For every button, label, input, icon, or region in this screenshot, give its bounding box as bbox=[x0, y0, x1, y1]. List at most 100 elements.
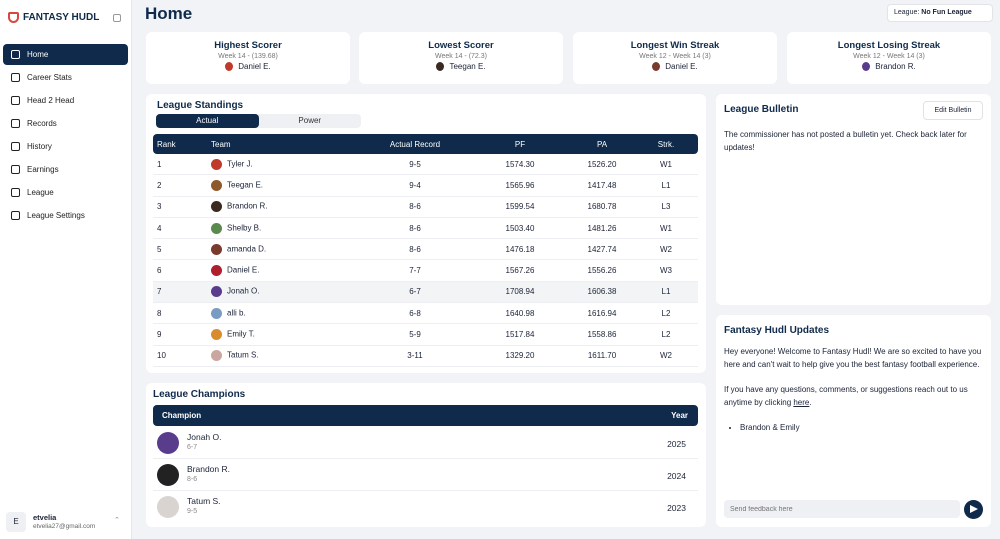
team-name: amanda D. bbox=[227, 244, 267, 254]
nav-icon bbox=[11, 50, 20, 59]
column-header: Team bbox=[211, 139, 231, 149]
league-label: League: bbox=[894, 9, 920, 16]
cell: 1556.26 bbox=[587, 266, 617, 276]
stat-subtitle: Week 14 - (139.68) bbox=[218, 53, 278, 60]
nav-item[interactable]: Career Stats bbox=[3, 67, 128, 88]
nav-item[interactable]: Earnings bbox=[3, 159, 128, 180]
league-select[interactable]: League: No Fun League bbox=[887, 4, 993, 22]
team-avatar bbox=[211, 286, 222, 298]
stat-player: Teegan E. bbox=[359, 62, 563, 72]
champion-name: Brandon R. bbox=[187, 464, 230, 474]
stat-card: Longest Win Streak Week 12 - Week 14 (3) D… bbox=[573, 32, 777, 84]
cell: W1 bbox=[660, 159, 672, 169]
cell: 9-4 bbox=[409, 180, 421, 190]
table-row[interactable]: 5 amanda D. 8-6 1476.18 1427.74 W2 bbox=[153, 239, 698, 261]
champion-year: 2024 bbox=[667, 471, 686, 481]
contact-link[interactable]: here bbox=[793, 398, 810, 408]
cell: L1 bbox=[661, 287, 671, 297]
feedback-input[interactable] bbox=[724, 500, 960, 518]
table-row[interactable]: 1 Tyler J. 9-5 1574.30 1526.20 W1 bbox=[153, 154, 698, 176]
bulletin-title: League Bulletin bbox=[724, 104, 799, 115]
cell: 8-6 bbox=[409, 202, 421, 212]
tab[interactable]: Power bbox=[298, 116, 322, 125]
team-name: Tyler J. bbox=[227, 159, 253, 169]
nav-item[interactable]: League Settings bbox=[3, 205, 128, 226]
team-cell: Jonah O. bbox=[211, 286, 360, 298]
table-row[interactable]: 2 Teegan E. 9-4 1565.96 1417.48 L1 bbox=[153, 175, 698, 197]
team-name: Daniel E. bbox=[227, 265, 260, 275]
team-cell: Teegan E. bbox=[211, 179, 360, 191]
updates-body: Hey everyone! Welcome to Fantasy Hudl! W… bbox=[724, 346, 984, 435]
table-row[interactable]: 7 Jonah O. 6-7 1708.94 1606.38 L1 bbox=[153, 281, 698, 304]
cell: 1708.94 bbox=[505, 287, 535, 297]
champions-title: League Champions bbox=[153, 389, 246, 400]
column-header: PF bbox=[514, 139, 526, 149]
cell: W1 bbox=[660, 223, 672, 233]
cell: 8-6 bbox=[409, 244, 421, 254]
team-cell: alli b. bbox=[211, 307, 360, 319]
column-header: PA bbox=[596, 139, 608, 149]
team-name: Emily T. bbox=[227, 329, 255, 339]
collapse-button[interactable] bbox=[113, 14, 121, 22]
player-name: Teegan E. bbox=[449, 62, 486, 71]
champion-avatar bbox=[157, 432, 179, 454]
cell: 1503.40 bbox=[505, 223, 535, 233]
cell: 5-9 bbox=[409, 330, 421, 340]
updates-card: Fantasy Hudl Updates Hey everyone! Welcom… bbox=[716, 315, 991, 527]
column-header: Rank bbox=[157, 139, 176, 149]
nav-item[interactable]: Records bbox=[3, 113, 128, 134]
nav-label: League Settings bbox=[27, 211, 85, 220]
team-avatar bbox=[211, 158, 222, 170]
nav-label: Head 2 Head bbox=[27, 96, 75, 105]
paragraph-end: . bbox=[809, 398, 812, 408]
paragraph-text: If you have any questions, comments, or … bbox=[724, 385, 968, 408]
table-row[interactable]: 9 Emily T. 5-9 1517.84 1558.86 L2 bbox=[153, 324, 698, 346]
team-avatar bbox=[211, 329, 222, 341]
cell: W2 bbox=[660, 351, 672, 361]
send-button[interactable] bbox=[964, 500, 983, 519]
cell: 1427.74 bbox=[587, 244, 617, 254]
cell: 1599.54 bbox=[505, 202, 535, 212]
table-row[interactable]: 4 Shelby B. 8-6 1503.40 1481.26 W1 bbox=[153, 218, 698, 240]
nav-item[interactable]: Home bbox=[3, 44, 128, 65]
champion-record: 9-5 bbox=[187, 508, 198, 515]
player-avatar bbox=[652, 62, 661, 72]
team-avatar bbox=[211, 265, 222, 277]
team-cell: amanda D. bbox=[211, 243, 360, 255]
edit-bulletin-button[interactable]: Edit Bulletin bbox=[923, 101, 983, 120]
team-avatar bbox=[211, 350, 222, 362]
team-avatar bbox=[211, 307, 222, 319]
nav-label: Career Stats bbox=[27, 73, 72, 82]
team-avatar bbox=[211, 201, 222, 213]
table-row[interactable]: 10 Tatum S. 3-11 1329.20 1611.70 W2 bbox=[153, 346, 698, 367]
send-icon bbox=[970, 505, 978, 513]
standings-card: League Standings Actual Power Rank Team Actua… bbox=[146, 94, 706, 373]
nav-item[interactable]: Head 2 Head bbox=[3, 90, 128, 111]
nav-item[interactable]: League bbox=[3, 182, 128, 203]
cell: 1574.30 bbox=[505, 159, 535, 169]
cell: 1606.38 bbox=[587, 287, 617, 297]
table-row[interactable]: 8 alli b. 6-8 1640.98 1616.94 L2 bbox=[153, 303, 698, 325]
stat-title: Lowest Scorer bbox=[428, 40, 494, 51]
cell: 8-6 bbox=[409, 223, 421, 233]
team-cell: Tatum S. bbox=[211, 350, 360, 362]
tab[interactable]: Actual bbox=[156, 114, 259, 128]
nav-item[interactable]: History bbox=[3, 136, 128, 157]
user-avatar: E bbox=[6, 512, 26, 532]
table-row[interactable]: 3 Brandon R. 8-6 1599.54 1680.78 L3 bbox=[153, 197, 698, 218]
league-name: No Fun League bbox=[921, 9, 972, 16]
table-row[interactable]: 6 Daniel E. 7-7 1567.26 1556.26 W3 bbox=[153, 260, 698, 282]
cell: 7-7 bbox=[409, 266, 421, 276]
stat-player: Brandon R. bbox=[787, 62, 991, 72]
user-name: etvelia bbox=[33, 513, 57, 522]
nav-icon bbox=[11, 142, 20, 151]
player-name: Brandon R. bbox=[875, 62, 916, 71]
cell: 1526.20 bbox=[587, 159, 617, 169]
player-avatar bbox=[225, 62, 234, 72]
champion-name: Tatum S. bbox=[187, 496, 221, 506]
cell: 6-8 bbox=[409, 308, 421, 318]
cell: 1 bbox=[157, 159, 162, 169]
logo-mark bbox=[8, 12, 19, 23]
